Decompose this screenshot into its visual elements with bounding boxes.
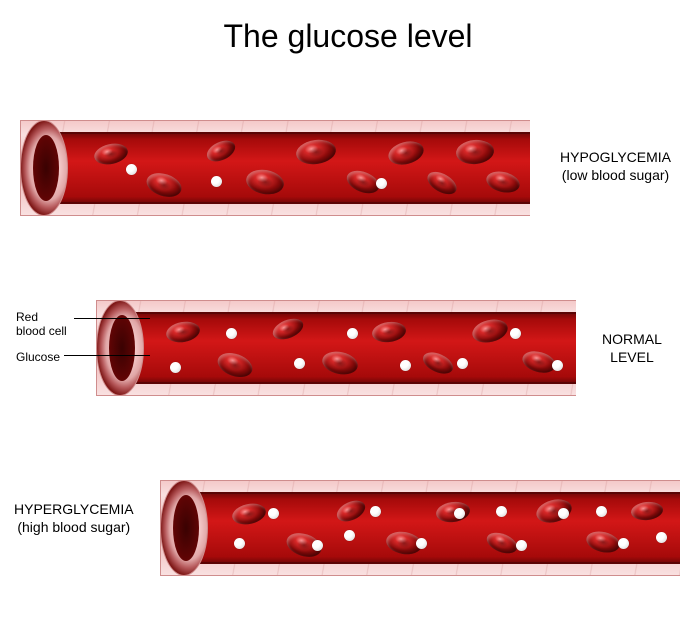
red-blood-cell — [470, 316, 510, 346]
glucose-particle — [234, 538, 245, 549]
glucose-particle — [457, 358, 468, 369]
glucose-particle — [211, 176, 222, 187]
red-blood-cell — [386, 138, 426, 169]
red-blood-cell — [484, 529, 520, 558]
red-blood-cell — [295, 137, 338, 166]
callout-text: Glucose — [16, 350, 60, 364]
red-blood-cell — [584, 528, 622, 556]
vessel-lumen — [186, 492, 680, 564]
glucose-particle — [347, 328, 358, 339]
red-blood-cell — [420, 348, 457, 378]
glucose-particle — [552, 360, 563, 371]
vessel-opening — [20, 120, 68, 216]
callout-line — [74, 318, 150, 319]
red-blood-cell — [270, 315, 306, 344]
vessel-opening — [160, 480, 208, 576]
blood-vessel-hyper — [160, 480, 680, 576]
glucose-particle — [618, 538, 629, 549]
glucose-particle — [416, 538, 427, 549]
red-blood-cell — [630, 500, 664, 521]
page-title: The glucose level — [0, 18, 696, 55]
glucose-particle — [656, 532, 667, 543]
red-blood-cell — [455, 138, 495, 165]
red-blood-cell — [484, 168, 522, 196]
glucose-particle — [496, 506, 507, 517]
vessel-label-normal: NORMALLEVEL — [602, 330, 662, 366]
vessel-lumen — [46, 132, 530, 204]
red-blood-cell — [92, 141, 129, 168]
red-blood-cell — [165, 319, 202, 345]
glucose-particle — [558, 508, 569, 519]
vessel-label-sub: (low blood sugar) — [560, 166, 671, 184]
glucose-particle — [596, 506, 607, 517]
red-blood-cell — [334, 497, 369, 526]
glucose-particle — [170, 362, 181, 373]
callout-label: Redblood cell — [16, 310, 67, 339]
glucose-particle — [454, 508, 465, 519]
callout-line — [64, 355, 150, 356]
vessel-label-hypo: HYPOGLYCEMIA(low blood sugar) — [560, 148, 671, 184]
red-blood-cell — [143, 169, 184, 201]
blood-vessel-hypo — [20, 120, 530, 216]
glucose-particle — [370, 506, 381, 517]
glucose-particle — [226, 328, 237, 339]
vessel-label-hyper: HYPERGLYCEMIA(high blood sugar) — [14, 500, 134, 536]
glucose-particle — [376, 178, 387, 189]
red-blood-cell — [230, 501, 267, 528]
red-blood-cell — [244, 167, 286, 197]
glucose-particle — [516, 540, 527, 551]
vessel-opening — [96, 300, 144, 396]
callout-text: blood cell — [16, 324, 67, 338]
vessel-label-sub: LEVEL — [602, 348, 662, 366]
vessel-label-title: NORMAL — [602, 330, 662, 348]
red-blood-cell — [204, 137, 239, 166]
callout-text: Red — [16, 310, 67, 324]
blood-vessel-normal — [96, 300, 576, 396]
red-blood-cell — [435, 500, 471, 525]
callout-label: Glucose — [16, 350, 60, 364]
glucose-particle — [294, 358, 305, 369]
vessel-label-title: HYPERGLYCEMIA — [14, 500, 134, 518]
glucose-particle — [344, 530, 355, 541]
vessel-label-title: HYPOGLYCEMIA — [560, 148, 671, 166]
red-blood-cell — [320, 348, 360, 377]
vessel-label-sub: (high blood sugar) — [14, 518, 134, 536]
glucose-particle — [126, 164, 137, 175]
glucose-particle — [268, 508, 279, 519]
glucose-particle — [312, 540, 323, 551]
vessel-lumen — [122, 312, 576, 384]
glucose-particle — [400, 360, 411, 371]
red-blood-cell — [214, 349, 255, 382]
red-blood-cell — [371, 320, 407, 345]
glucose-particle — [510, 328, 521, 339]
red-blood-cell — [424, 167, 461, 199]
